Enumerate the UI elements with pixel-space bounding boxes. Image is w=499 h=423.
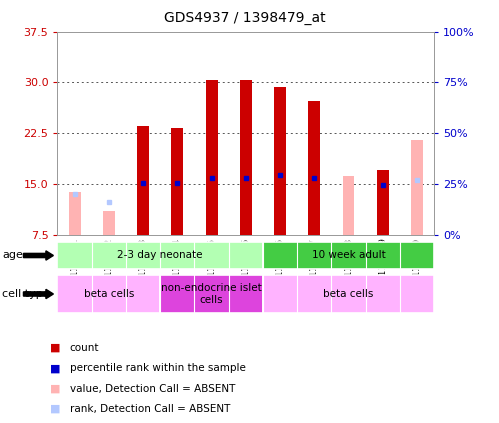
Text: beta cells: beta cells [323,289,374,299]
Text: non-endocrine islet
cells: non-endocrine islet cells [161,283,262,305]
Bar [240,80,252,235]
Bar [57,242,263,269]
Text: ■: ■ [50,384,60,394]
Text: GDS4937 / 1398479_at: GDS4937 / 1398479_at [164,11,325,25]
Bar [57,275,160,313]
Bar [263,275,434,313]
Bar [342,176,354,235]
Bar [274,87,286,235]
Text: percentile rank within the sample: percentile rank within the sample [70,363,246,374]
Text: count: count [70,343,99,353]
Text: rank, Detection Call = ABSENT: rank, Detection Call = ABSENT [70,404,230,414]
Text: ■: ■ [50,343,60,353]
Bar [68,192,80,235]
Text: cell type: cell type [2,289,50,299]
Bar [377,170,389,235]
Text: ■: ■ [50,404,60,414]
Text: age: age [2,250,23,261]
Text: beta cells: beta cells [83,289,134,299]
Text: 10 week adult: 10 week adult [312,250,385,261]
Bar [160,275,263,313]
Bar [137,126,149,235]
Text: ■: ■ [50,363,60,374]
Bar [103,211,115,235]
Bar [308,102,320,235]
Text: 2-3 day neonate: 2-3 day neonate [117,250,203,261]
Text: value, Detection Call = ABSENT: value, Detection Call = ABSENT [70,384,235,394]
Bar [263,242,434,269]
Bar [411,140,423,235]
Bar [171,128,183,235]
Bar [206,80,218,235]
